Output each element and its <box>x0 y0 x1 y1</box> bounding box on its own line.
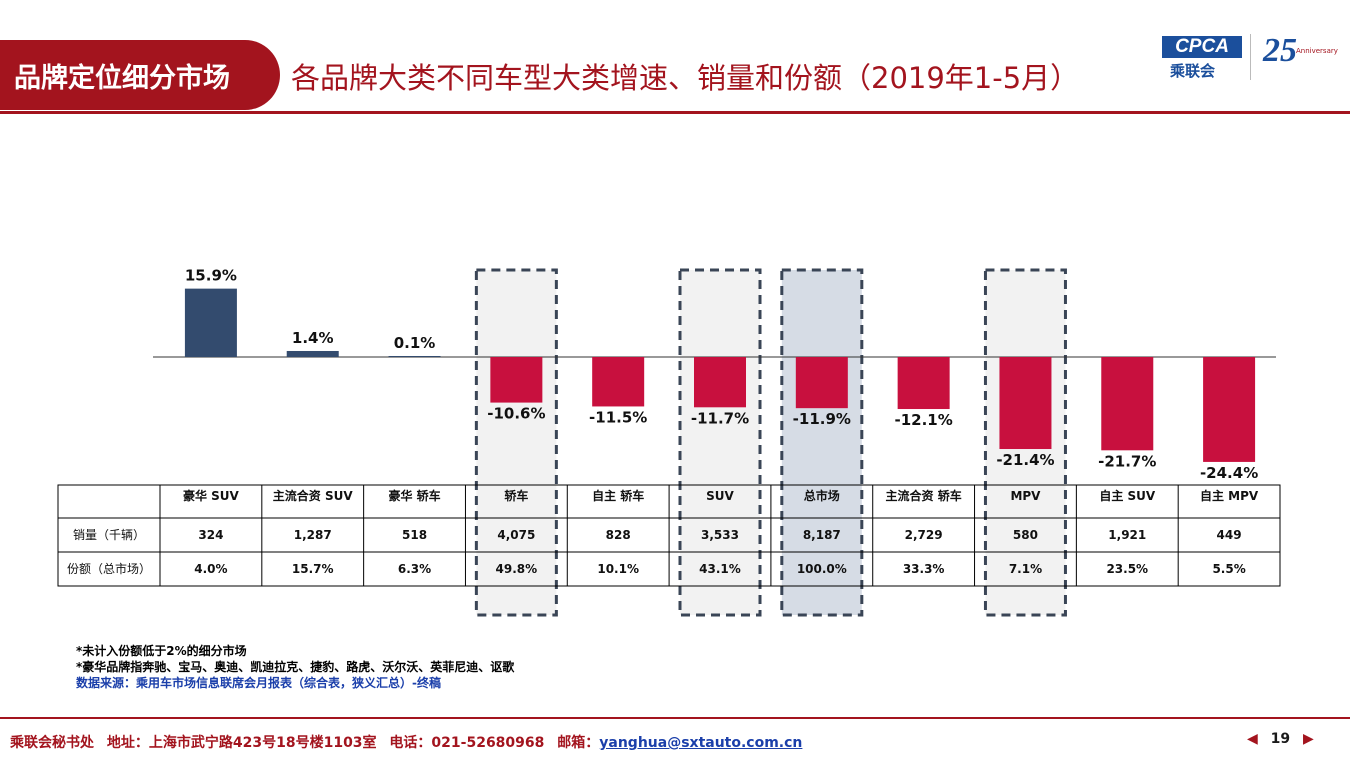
value-label-0: 15.9% <box>185 267 237 285</box>
sales-cell-3: 4,075 <box>497 528 535 542</box>
sales-cell-2: 518 <box>402 528 427 542</box>
bar-8 <box>999 357 1052 450</box>
category-label-5: SUV <box>706 489 734 503</box>
value-label-2: 0.1% <box>394 334 436 352</box>
value-label-3: -10.6% <box>487 405 545 423</box>
category-label-4: 自主 轿车 <box>592 488 644 503</box>
highlight-box-6 <box>780 268 864 617</box>
share-cell-6: 100.0% <box>797 562 847 576</box>
footnotes: *未计入份额低于2%的细分市场 *豪华品牌指奔驰、宝马、奥迪、凯迪拉克、捷豹、路… <box>76 643 514 691</box>
header-divider <box>0 111 1350 114</box>
sales-cell-0: 324 <box>198 528 223 542</box>
sales-cell-7: 2,729 <box>905 528 943 542</box>
data-source: 数据来源：乘用车市场信息联席会月报表（综合表，狭义汇总）-终稿 <box>76 676 441 690</box>
bar-1 <box>286 350 339 357</box>
bar-7 <box>897 357 950 410</box>
value-label-1: 1.4% <box>292 329 334 347</box>
footer-address: 地址：上海市武宁路423号18号楼1103室 <box>106 735 377 751</box>
share-cell-5: 43.1% <box>699 562 741 576</box>
sales-cell-1: 1,287 <box>294 528 332 542</box>
sales-cell-4: 828 <box>606 528 631 542</box>
footer-info: 乘联会秘书处 地址：上海市武宁路423号18号楼1103室 电话：021-526… <box>10 732 802 752</box>
cpca-logo-subtext: 乘联会 <box>1170 62 1216 80</box>
category-label-6: 总市场 <box>804 488 840 503</box>
category-label-0: 豪华 SUV <box>183 488 240 503</box>
share-cell-7: 33.3% <box>903 562 945 576</box>
value-label-10: -24.4% <box>1200 464 1258 482</box>
category-label-9: 自主 SUV <box>1099 488 1156 503</box>
next-page-button[interactable]: ▶ <box>1303 731 1314 747</box>
sales-cell-5: 3,533 <box>701 528 739 542</box>
anniversary-logo-text: Anniversary <box>1296 47 1338 55</box>
page-navigation: ◀ 19 ▶ <box>1247 731 1314 747</box>
logo-separator <box>1250 34 1251 80</box>
footer-org: 乘联会秘书处 <box>10 735 94 751</box>
share-cell-8: 7.1% <box>1009 562 1042 576</box>
category-label-3: 轿车 <box>504 488 528 503</box>
footer-email-label: 邮箱： <box>557 735 600 751</box>
share-cell-1: 15.7% <box>292 562 334 576</box>
bar-5 <box>694 357 746 408</box>
footnote-1: *未计入份额低于2%的细分市场 <box>76 644 247 658</box>
value-label-5: -11.7% <box>691 409 749 427</box>
bar-6 <box>795 357 848 409</box>
page-number: 19 <box>1270 731 1291 747</box>
highlight-box-3 <box>474 268 558 617</box>
bar-4 <box>592 357 645 407</box>
value-label-8: -21.4% <box>996 451 1054 469</box>
page-title: 各品牌大类不同车型大类增速、销量和份额（2019年1-5月） <box>291 61 1080 95</box>
bar-0 <box>184 288 237 357</box>
footer-phone: 电话：021-52680968 <box>389 735 545 751</box>
bar-9 <box>1101 357 1154 451</box>
category-label-8: MPV <box>1010 489 1041 503</box>
sales-cell-8: 580 <box>1013 528 1038 542</box>
bar-2 <box>388 356 441 357</box>
section-badge: 品牌定位细分市场 <box>0 40 280 110</box>
bar-3 <box>490 357 543 403</box>
value-label-6: -11.9% <box>793 410 851 428</box>
footer-email-link[interactable]: yanghua@sxtauto.com.cn <box>599 735 803 751</box>
share-cell-3: 49.8% <box>496 562 538 576</box>
section-badge-label: 品牌定位细分市场 <box>14 63 230 94</box>
share-cell-2: 6.3% <box>398 562 431 576</box>
category-label-7: 主流合资 轿车 <box>886 488 962 503</box>
highlight-box-5 <box>678 268 762 617</box>
value-label-4: -11.5% <box>589 408 647 426</box>
share-cell-10: 5.5% <box>1212 562 1245 576</box>
footer-divider <box>0 717 1350 719</box>
anniversary-logo-number: 25 <box>1263 32 1297 69</box>
bar-10 <box>1203 357 1256 462</box>
prev-page-button[interactable]: ◀ <box>1247 731 1258 747</box>
sales-cell-10: 449 <box>1217 528 1242 542</box>
share-cell-4: 10.1% <box>597 562 639 576</box>
cpca-logo-text: CPCA <box>1162 36 1242 58</box>
footnote-2: *豪华品牌指奔驰、宝马、奥迪、凯迪拉克、捷豹、路虎、沃尔沃、英菲尼迪、讴歌 <box>76 660 515 674</box>
row-label-sales: 销量（千辆） <box>73 528 145 542</box>
category-label-1: 主流合资 SUV <box>273 488 354 503</box>
row-label-share: 份额（总市场） <box>67 561 151 576</box>
category-label-10: 自主 MPV <box>1200 488 1259 503</box>
value-label-9: -21.7% <box>1098 452 1156 470</box>
share-cell-9: 23.5% <box>1106 562 1148 576</box>
value-label-7: -12.1% <box>895 411 953 429</box>
growth-bar-chart: 15.9% 1.4% 0.1% -10.6% -11.5% -11.7% -11.9% -12… <box>57 267 1281 617</box>
sales-cell-9: 1,921 <box>1108 528 1146 542</box>
share-cell-0: 4.0% <box>194 562 227 576</box>
category-label-2: 豪华 轿车 <box>388 488 440 503</box>
sales-cell-6: 8,187 <box>803 528 841 542</box>
